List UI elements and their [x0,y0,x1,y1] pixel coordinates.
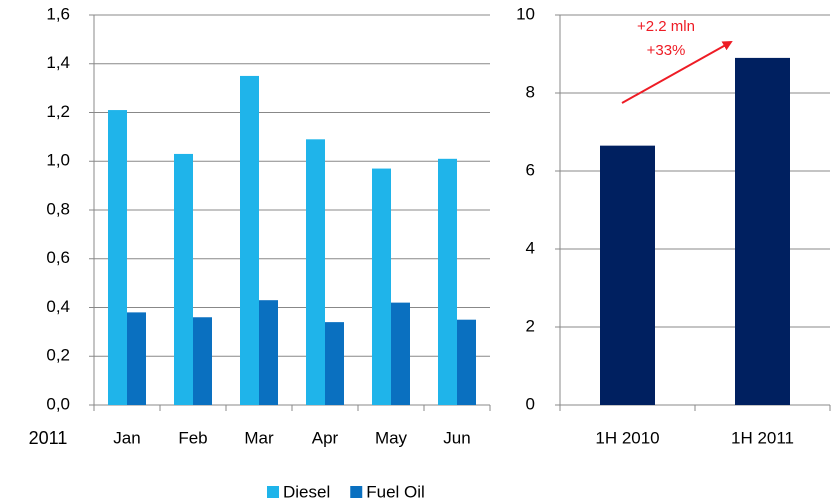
y-tick-label: 0 [526,394,535,413]
y-tick-label: 8 [526,82,535,101]
y-tick-label: 2 [526,316,535,335]
bar [174,153,193,405]
annotation: +33% [647,42,686,59]
x-tick-label: Mar [244,428,274,447]
y-tick-label: 0,8 [46,199,70,218]
annotation: +2.2 mln [637,18,695,35]
bar [193,317,212,405]
x-tick-label: Feb [178,428,207,447]
bar [600,145,655,405]
bar [108,110,127,405]
x-tick-label: May [375,428,408,447]
bar [372,168,391,405]
y-tick-label: 0,2 [46,346,70,365]
bar [325,322,344,405]
y-tick-label: 0,4 [46,297,70,316]
y-tick-label: 1,4 [46,53,70,72]
y-tick-label: 1,6 [46,4,70,23]
x-tick-label: 1H 2010 [595,428,659,447]
y-tick-label: 10 [516,4,535,23]
x-tick-label: Jun [443,428,470,447]
bar [306,139,325,405]
bar [457,319,476,405]
x-tick-label: Apr [312,428,339,447]
y-tick-label: 6 [526,160,535,179]
y-tick-label: 4 [526,238,535,257]
x-axis-title: 2011 [29,428,68,448]
bar [391,302,410,405]
bar [735,57,790,406]
y-tick-label: 1,0 [46,151,70,170]
y-tick-label: 1,2 [46,102,70,121]
legend-swatch [350,486,363,498]
bar [259,300,278,405]
legend-label: Fuel Oil [366,482,425,501]
bar [127,312,146,405]
y-tick-label: 0,6 [46,248,70,267]
annotation-arrow [621,41,733,104]
bar [240,75,259,405]
bar [438,158,457,405]
x-tick-label: Jan [113,428,140,447]
legend-label: Diesel [283,482,330,501]
x-tick-label: 1H 2011 [731,428,794,447]
legend-swatch [267,486,279,498]
y-tick-label: 0,0 [46,394,70,413]
